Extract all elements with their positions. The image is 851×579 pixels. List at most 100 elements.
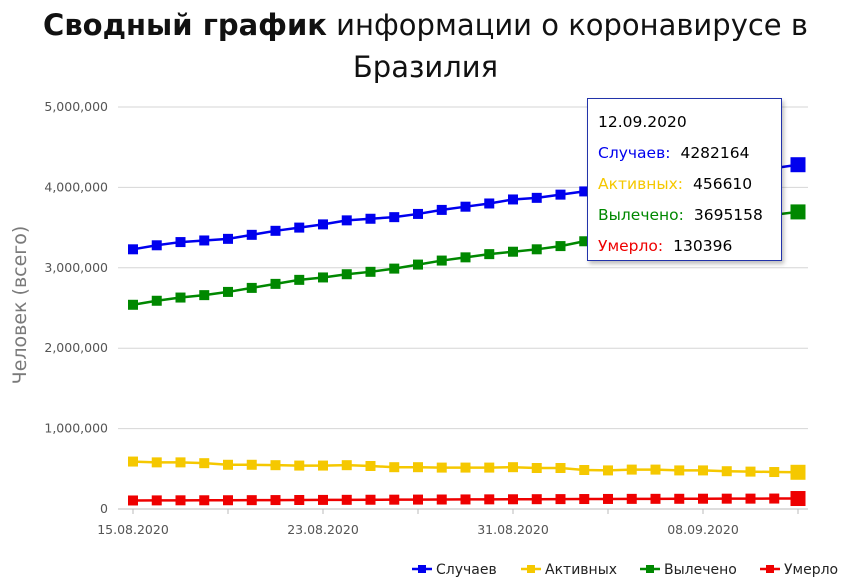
data-point	[555, 494, 566, 505]
tooltip-row-value: 3695158	[693, 206, 763, 224]
data-point	[531, 244, 542, 255]
tooltip-row: Вылечено: 3695158	[598, 204, 781, 235]
data-point	[650, 493, 661, 504]
data-point	[175, 237, 186, 248]
tooltip-rows: Случаев: 4282164 Активных: 456610 Вылечено: 3…	[598, 142, 781, 266]
legend: Случаев Активных Вылечено Умерло	[412, 562, 838, 578]
chart-title-bold: Сводный график	[43, 8, 327, 42]
data-point	[318, 219, 328, 230]
data-point	[365, 460, 376, 471]
legend-marker	[527, 565, 535, 573]
data-point	[128, 299, 138, 310]
data-point	[790, 491, 806, 507]
data-point	[555, 241, 566, 252]
data-point	[460, 494, 471, 505]
data-point	[270, 278, 281, 289]
tooltip-row: Случаев: 4282164	[598, 142, 781, 173]
data-point	[674, 493, 685, 504]
data-point	[151, 240, 162, 251]
data-point	[365, 213, 376, 224]
data-point	[199, 495, 210, 506]
data-point	[508, 246, 518, 257]
data-point	[199, 458, 210, 469]
x-tick-label: 23.08.2020	[287, 522, 359, 537]
data-point	[531, 494, 542, 505]
tooltip-row-label: Вылечено:	[598, 206, 684, 224]
data-point	[151, 295, 162, 306]
data-point	[790, 204, 806, 220]
data-point	[389, 462, 400, 473]
data-point	[603, 493, 613, 504]
data-point	[223, 286, 233, 297]
data-point	[318, 460, 328, 471]
y-tick-label: 0	[100, 501, 108, 516]
data-point	[199, 290, 210, 301]
data-point	[128, 456, 138, 467]
data-point	[128, 495, 138, 506]
data-point	[341, 494, 352, 505]
data-point	[413, 208, 423, 219]
legend-label: Активных	[545, 562, 617, 578]
legend-item: Умерло	[760, 562, 838, 578]
data-point	[294, 460, 305, 471]
data-point	[460, 252, 471, 263]
data-point	[223, 459, 233, 470]
data-point	[223, 233, 233, 244]
y-tick-label: 5,000,000	[44, 99, 108, 114]
y-tick-label: 3,000,000	[44, 260, 108, 275]
data-point	[508, 462, 518, 473]
tooltip-row-value: 4282164	[680, 144, 750, 162]
tooltip-row-label: Случаев:	[598, 144, 671, 162]
y-tick-label: 4,000,000	[44, 179, 108, 194]
tooltip-row-value: 130396	[673, 237, 733, 255]
data-point	[790, 464, 806, 480]
legend-label: Умерло	[784, 562, 838, 578]
tooltip-row: Активных: 456610	[598, 173, 781, 204]
data-point	[270, 460, 281, 471]
data-point	[555, 462, 566, 473]
data-point	[294, 274, 305, 285]
data-point	[413, 462, 423, 473]
x-tick-label: 08.09.2020	[667, 522, 739, 537]
data-point	[389, 212, 400, 223]
data-point	[436, 204, 447, 215]
data-point	[626, 464, 637, 475]
y-axis-ticks: 0 1,000,000 2,000,000 3,000,000 4,000,000 5,0…	[44, 99, 108, 516]
data-point	[579, 465, 590, 476]
data-point	[603, 465, 613, 476]
legend-marker	[418, 565, 426, 573]
x-axis-ticks: 15.08.2020 23.08.2020 31.08.2020 08.09.2020	[97, 522, 739, 537]
data-point	[365, 266, 376, 277]
x-tick-label: 15.08.2020	[97, 522, 169, 537]
y-tick-label: 1,000,000	[44, 421, 108, 436]
data-point	[484, 198, 495, 209]
tooltip-row-label: Активных:	[598, 175, 683, 193]
data-point	[199, 235, 210, 246]
data-point	[270, 225, 281, 236]
data-point	[721, 466, 732, 477]
data-point	[436, 462, 447, 473]
data-point	[223, 495, 233, 506]
data-point	[650, 464, 661, 475]
legend-marker	[646, 565, 654, 573]
hover-tooltip: 12.09.2020 Случаев: 4282164 Активных: 45661…	[587, 98, 782, 261]
legend-marker	[766, 565, 774, 573]
data-point	[531, 192, 542, 203]
data-point	[246, 495, 257, 506]
data-point	[246, 282, 257, 293]
data-point	[318, 494, 328, 505]
tooltip-row-value: 456610	[692, 175, 753, 193]
legend-label: Вылечено	[664, 562, 737, 578]
data-point	[484, 462, 495, 473]
data-point	[436, 494, 447, 505]
data-point	[745, 493, 756, 504]
y-axis-label: Человек (всего)	[9, 226, 31, 385]
data-point	[246, 229, 257, 240]
legend-item: Вылечено	[640, 562, 737, 578]
data-point	[508, 494, 518, 505]
tooltip-row: Умерло: 130396	[598, 235, 781, 266]
data-point	[508, 194, 518, 205]
y-tick-label: 2,000,000	[44, 340, 108, 355]
data-point	[389, 263, 400, 274]
data-point	[389, 494, 400, 505]
